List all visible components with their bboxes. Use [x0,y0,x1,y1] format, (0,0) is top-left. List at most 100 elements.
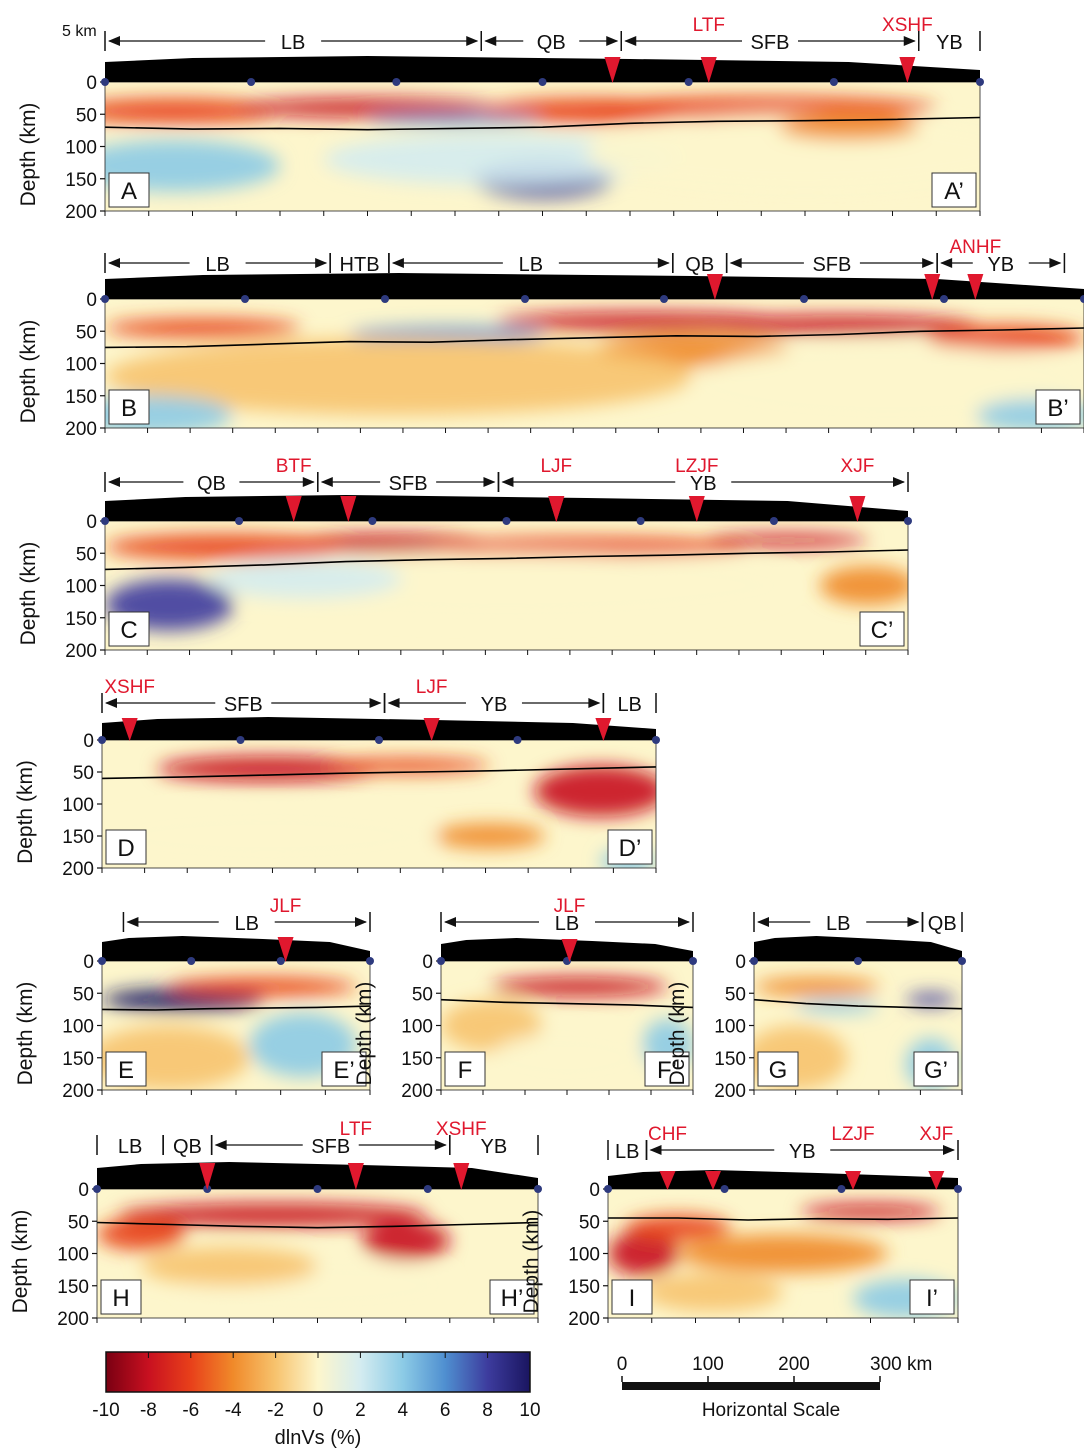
arrow-head [678,917,690,927]
moho-line [754,998,962,1010]
fault-marker [423,718,440,741]
block-label: QB [685,254,714,276]
depth-tick-label: 100 [57,1245,89,1266]
station-dot [769,517,778,525]
left-label-box [108,389,150,425]
colorbar-tick-label: -8 [140,1400,157,1421]
block-label: QB [197,473,226,495]
depth-tick-label: 100 [568,1245,600,1266]
moho-line [97,1221,538,1229]
depth-tick-label: 0 [86,512,97,533]
station-dot [235,517,244,525]
depth-tick-label: 150 [57,1277,89,1298]
topography [97,1162,538,1189]
arrow-head [624,36,637,46]
depth-tick-label: 0 [78,1180,89,1201]
fault-marker [199,1163,216,1190]
velocity-anomaly [586,96,937,120]
fault-marker [845,1171,861,1190]
velocity-anomaly [105,98,280,124]
velocity-anomaly [323,757,490,774]
topography [608,1170,958,1189]
station-dot [837,1185,846,1193]
velocity-anomaly [625,1214,731,1241]
fault-marker [347,1163,364,1190]
colorbar-tick-label: -10 [92,1400,119,1421]
fault-marker [277,937,294,962]
depth-tick-label: 50 [68,1212,89,1233]
fault-marker [121,718,138,741]
profile-start-label: A [121,178,137,205]
station-dot [1080,295,1084,303]
section-H-tomography [97,1203,538,1312]
depth-tick-label: 100 [62,795,94,816]
moho-line [608,1217,958,1221]
depth-tick-label: 50 [412,984,433,1005]
block-label: LB [234,913,258,935]
station-dot [520,295,529,303]
station-dot [101,517,109,525]
station-dot [375,736,383,744]
left-label-box [100,1279,142,1315]
block-label: LB [555,913,579,935]
left-label-box [108,172,150,208]
arrow-head [907,917,920,927]
depth-tick-label: 150 [65,387,97,408]
topography [105,495,908,521]
section-B-tomography [105,311,1084,428]
block-label: LB [615,1141,639,1163]
topography [102,717,656,740]
colorbar-tick-label: 4 [398,1400,409,1421]
depth-tick-label: 0 [589,1180,600,1201]
block-label: YB [789,1141,816,1163]
profile-end-label: G’ [924,1057,948,1084]
arrow-head [108,477,120,487]
station-dot [689,957,697,965]
velocity-anomaly [105,533,346,560]
fault-label: LJF [416,677,448,698]
station-dot [380,295,389,303]
block-label: LB [118,1136,142,1158]
fault-label: LZJF [675,456,718,477]
fault-marker [285,496,302,522]
station-dot [366,957,374,965]
station-dot [101,78,109,86]
station-dot [660,295,669,303]
velocity-anomaly [491,1031,643,1084]
station-dot [187,957,196,965]
depth-tick-label: 200 [62,859,94,880]
left-label-box [757,1051,799,1087]
fault-marker [659,1171,676,1190]
section-E: 0 50 100 150 200 Depth (km) LB JLF E E’ [14,896,374,1102]
velocity-anomaly [361,1221,450,1260]
depth-tick-label: 100 [65,138,97,159]
station-dot [392,78,401,86]
velocity-anomaly [119,1203,428,1227]
depth-tick-label: 200 [568,1309,600,1330]
profile-end-label: H’ [501,1285,524,1312]
station-dot [247,78,256,86]
section-I: 0 50 100 150 200 Depth (km) LB YB CHF LZJF XJF I I’ [520,1124,962,1330]
arrow-head [466,36,479,46]
block-label: SFB [751,32,790,54]
station-dot [958,957,966,965]
fault-marker [340,496,357,522]
station-dot [940,295,949,303]
profile-end-label: E’ [333,1057,354,1084]
right-label-box [321,1051,367,1087]
depth-tick-label: 150 [714,1049,746,1070]
colorbar-tick-label: 6 [440,1400,451,1421]
block-label: LB [826,913,850,935]
section-B: 0 50 100 150 200 Depth (km) LB HTB LB QB SFB YBANHF… [17,237,1084,440]
block-label: SFB [812,254,851,276]
fault-label: CHF [648,1124,687,1145]
depth-tick-label: 200 [65,202,97,223]
depth-tick-label: 150 [401,1049,433,1070]
fault-marker [849,496,866,522]
block-label: LB [281,32,305,54]
fault-label: JLF [554,896,586,917]
station-dot [800,295,809,303]
profile-start-label: C [120,617,137,644]
station-dot [684,78,693,86]
